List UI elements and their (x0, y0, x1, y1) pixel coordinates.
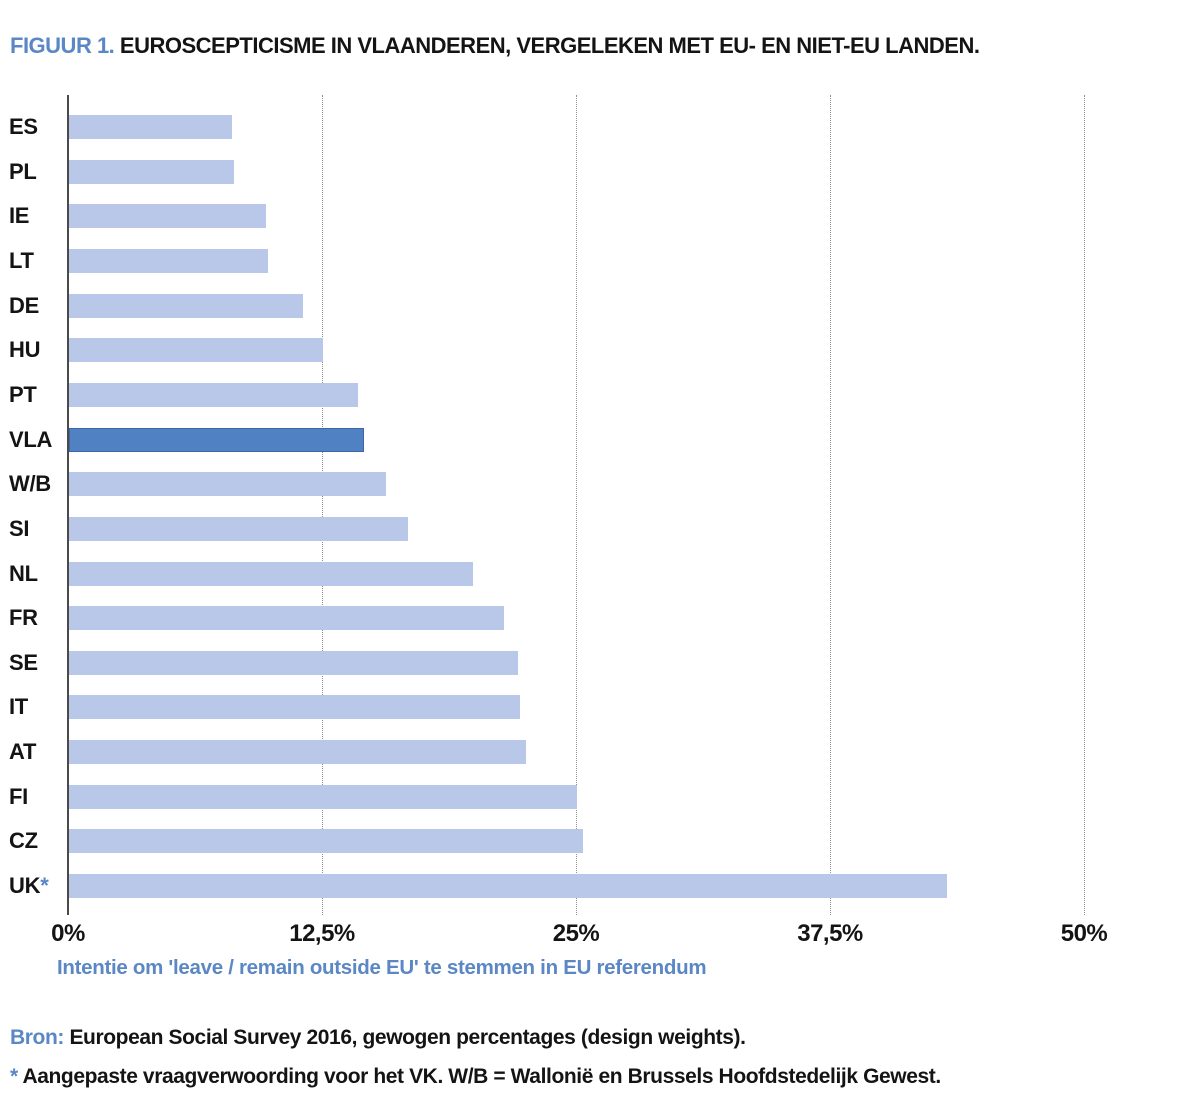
bar-pl (69, 159, 234, 184)
bar-at (69, 740, 527, 765)
category-label-ie: IE (9, 203, 30, 229)
x-axis-label: Intentie om 'leave / remain outside EU' … (57, 956, 707, 979)
bar-lt (69, 248, 269, 273)
x-tick-label-25: 25% (552, 920, 600, 947)
category-label-at: AT (9, 739, 37, 765)
bar-vla (69, 427, 364, 452)
x-tick-label-0: 0% (51, 920, 85, 947)
category-label-nl: NL (9, 560, 38, 586)
category-label-lt: LT (9, 247, 34, 273)
gridline-25 (576, 95, 577, 915)
bar-pt (69, 382, 358, 407)
category-label-uk: UK* (9, 873, 49, 899)
category-label-pl: PL (9, 158, 37, 184)
bar-ie (69, 204, 267, 229)
bar-fr (69, 606, 504, 631)
x-axis-ticks: 0% 12,5% 25% 37,5% 50% (0, 920, 1200, 954)
figure-number: FIGUUR 1. (10, 33, 115, 58)
x-tick-label-50: 50% (1060, 920, 1108, 947)
bar-hu (69, 338, 323, 363)
gridline-125 (322, 95, 323, 915)
bar-se (69, 650, 519, 675)
gridline-375 (830, 95, 831, 915)
bar-si (69, 516, 409, 541)
category-label-vla: VLA (9, 426, 53, 452)
source-label: Bron: (10, 1026, 64, 1049)
x-tick-label-375: 37,5% (797, 920, 863, 947)
bar-cz (69, 829, 584, 854)
plot-area: ES PL IE LT DE HU PT VLA W/B SI NL FR SE IT AT FI CZ UK* (0, 95, 1200, 915)
y-axis-line (67, 95, 69, 915)
category-label-de: DE (9, 292, 39, 318)
bar-nl (69, 561, 474, 586)
bar-wb (69, 472, 386, 497)
figure-title-text: EUROSCEPTICISME IN VLAANDEREN, VERGELEKE… (119, 33, 980, 58)
category-label-si: SI (9, 515, 30, 541)
gridline-50 (1084, 95, 1085, 915)
figure-title: FIGUUR 1. EUROSCEPTICISME IN VLAANDEREN,… (10, 33, 980, 59)
x-tick-label-125: 12,5% (289, 920, 355, 947)
category-label-hu: HU (9, 337, 41, 363)
category-label-pt: PT (9, 381, 37, 407)
category-footnote-marker: * (40, 873, 49, 899)
source-line: Bron: European Social Survey 2016, gewog… (10, 1026, 746, 1050)
bar-uk (69, 874, 947, 899)
bar-it (69, 695, 521, 720)
category-label-wb: W/B (9, 471, 51, 497)
footnote-marker: * (10, 1065, 18, 1088)
category-label-es: ES (9, 114, 38, 139)
category-label-it: IT (9, 694, 28, 720)
category-label-se: SE (9, 649, 38, 675)
bar-de (69, 293, 303, 318)
footnote-line: * Aangepaste vraagverwoording voor het V… (10, 1065, 941, 1089)
category-label-cz: CZ (9, 828, 38, 854)
category-label-fi: FI (9, 783, 28, 809)
source-text: European Social Survey 2016, gewogen per… (69, 1026, 746, 1049)
bar-es (69, 115, 232, 139)
category-label-fr: FR (9, 605, 38, 631)
bar-fi (69, 784, 577, 809)
footnote-text: Aangepaste vraagverwoording voor het VK.… (22, 1065, 941, 1088)
